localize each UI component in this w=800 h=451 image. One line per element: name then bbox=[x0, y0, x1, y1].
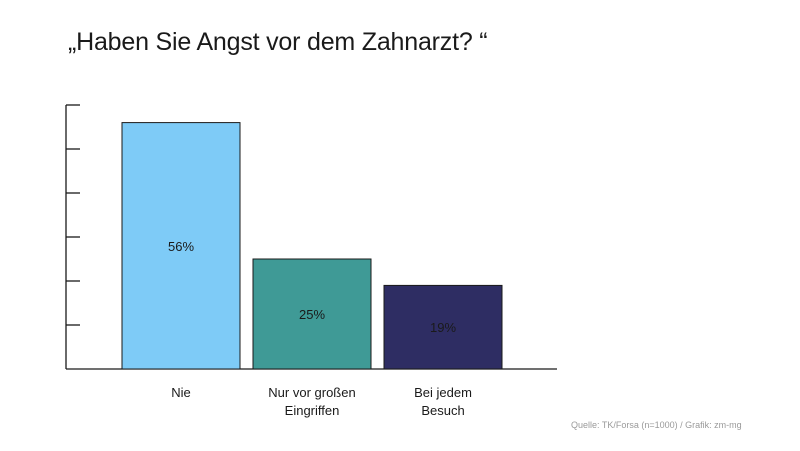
bar bbox=[383, 284, 503, 370]
category-label: Besuch bbox=[421, 403, 464, 418]
chart-labels: 56% Nie 25% Nur vor großen Eingriffen 19% Bei … bbox=[168, 239, 472, 418]
data-label: 19% bbox=[430, 320, 456, 335]
category-label: Nie bbox=[171, 385, 191, 400]
data-label: 56% bbox=[168, 239, 194, 254]
bar bbox=[121, 122, 241, 370]
source-note: Quelle: TK/Forsa (n=1000) / Grafik: zm-m… bbox=[571, 420, 742, 430]
category-label: Nur vor großen bbox=[268, 385, 355, 400]
chart-bars bbox=[121, 122, 503, 370]
category-label: Bei jedem bbox=[414, 385, 472, 400]
data-label: 25% bbox=[299, 307, 325, 322]
category-label: Eingriffen bbox=[285, 403, 340, 418]
chart-title: „Haben Sie Angst vor dem Zahnarzt? “ bbox=[68, 28, 488, 56]
bar bbox=[252, 258, 372, 370]
